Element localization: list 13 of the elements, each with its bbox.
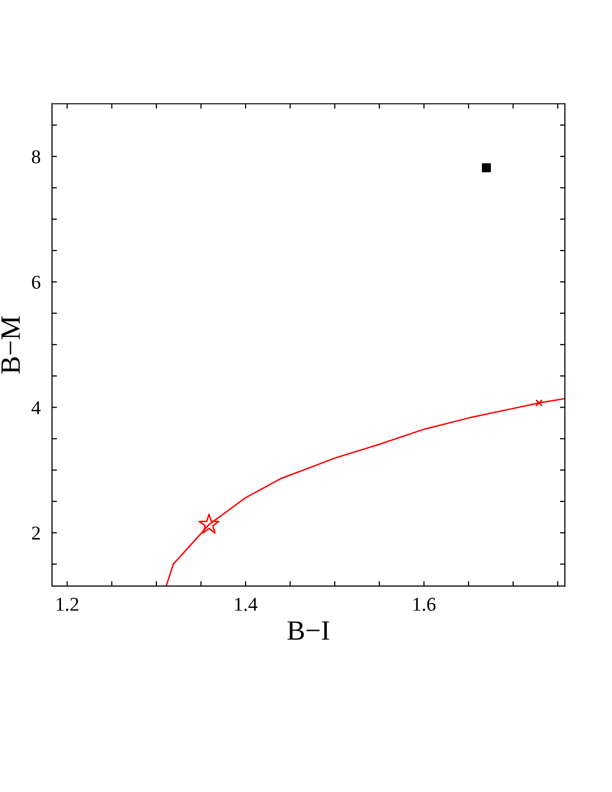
x-axis-title: B−I xyxy=(288,621,330,640)
point xyxy=(198,514,220,534)
point xyxy=(482,163,491,172)
y-axis-title: B−M xyxy=(2,316,20,374)
point xyxy=(535,399,543,407)
x-tick-label: 1.4 xyxy=(235,598,258,611)
y-tick-label: 4 xyxy=(32,401,41,414)
x-tick-label: 1.6 xyxy=(414,598,436,611)
y-tick-label: 2 xyxy=(32,526,40,540)
line-series xyxy=(165,398,565,586)
y-tick-label: 8 xyxy=(32,150,40,164)
y-tick-label: 6 xyxy=(32,276,40,289)
x-tick-label: 1.2 xyxy=(56,598,78,611)
